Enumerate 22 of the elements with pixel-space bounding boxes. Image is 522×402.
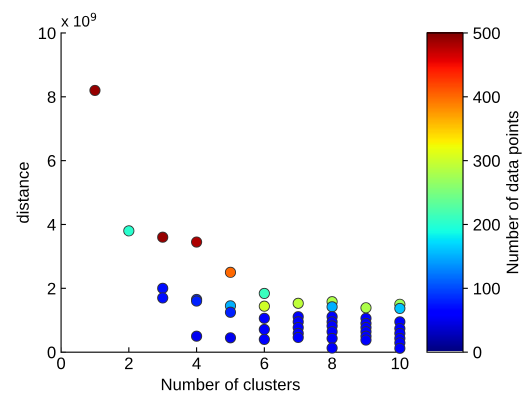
y-tick-label: 6 bbox=[48, 155, 56, 167]
y-tick-label: 2 bbox=[48, 282, 56, 294]
color-bar-label: 400 bbox=[473, 91, 500, 104]
y-axis-title: distance bbox=[16, 162, 29, 223]
x-tick-label: 10 bbox=[392, 357, 408, 370]
text: x 10$^{9}$ bbox=[61, 12, 96, 27]
color-bar-label: 300 bbox=[473, 155, 500, 167]
x-tick-label: 6 bbox=[260, 357, 268, 370]
y-tick-label: 8 bbox=[48, 91, 56, 104]
x-tick-label: 8 bbox=[328, 357, 336, 370]
color-bar-label: 200 bbox=[474, 218, 500, 231]
x-axis-title: Number of clusters bbox=[162, 378, 300, 390]
x-tick-label: 0 bbox=[57, 357, 66, 370]
y-tick-label: 0 bbox=[48, 346, 56, 358]
color-bar-label: 100 bbox=[474, 282, 500, 295]
y-tick-label: 10 bbox=[38, 27, 56, 40]
x-tick-label: 4 bbox=[192, 358, 201, 370]
color-bar-label: 0 bbox=[473, 346, 482, 358]
color-bar-title: Number of data points bbox=[506, 111, 522, 274]
y-tick-label: 4 bbox=[47, 219, 56, 231]
x-tick-label: 2 bbox=[125, 357, 133, 370]
color-bar-label: 500 bbox=[473, 27, 500, 40]
